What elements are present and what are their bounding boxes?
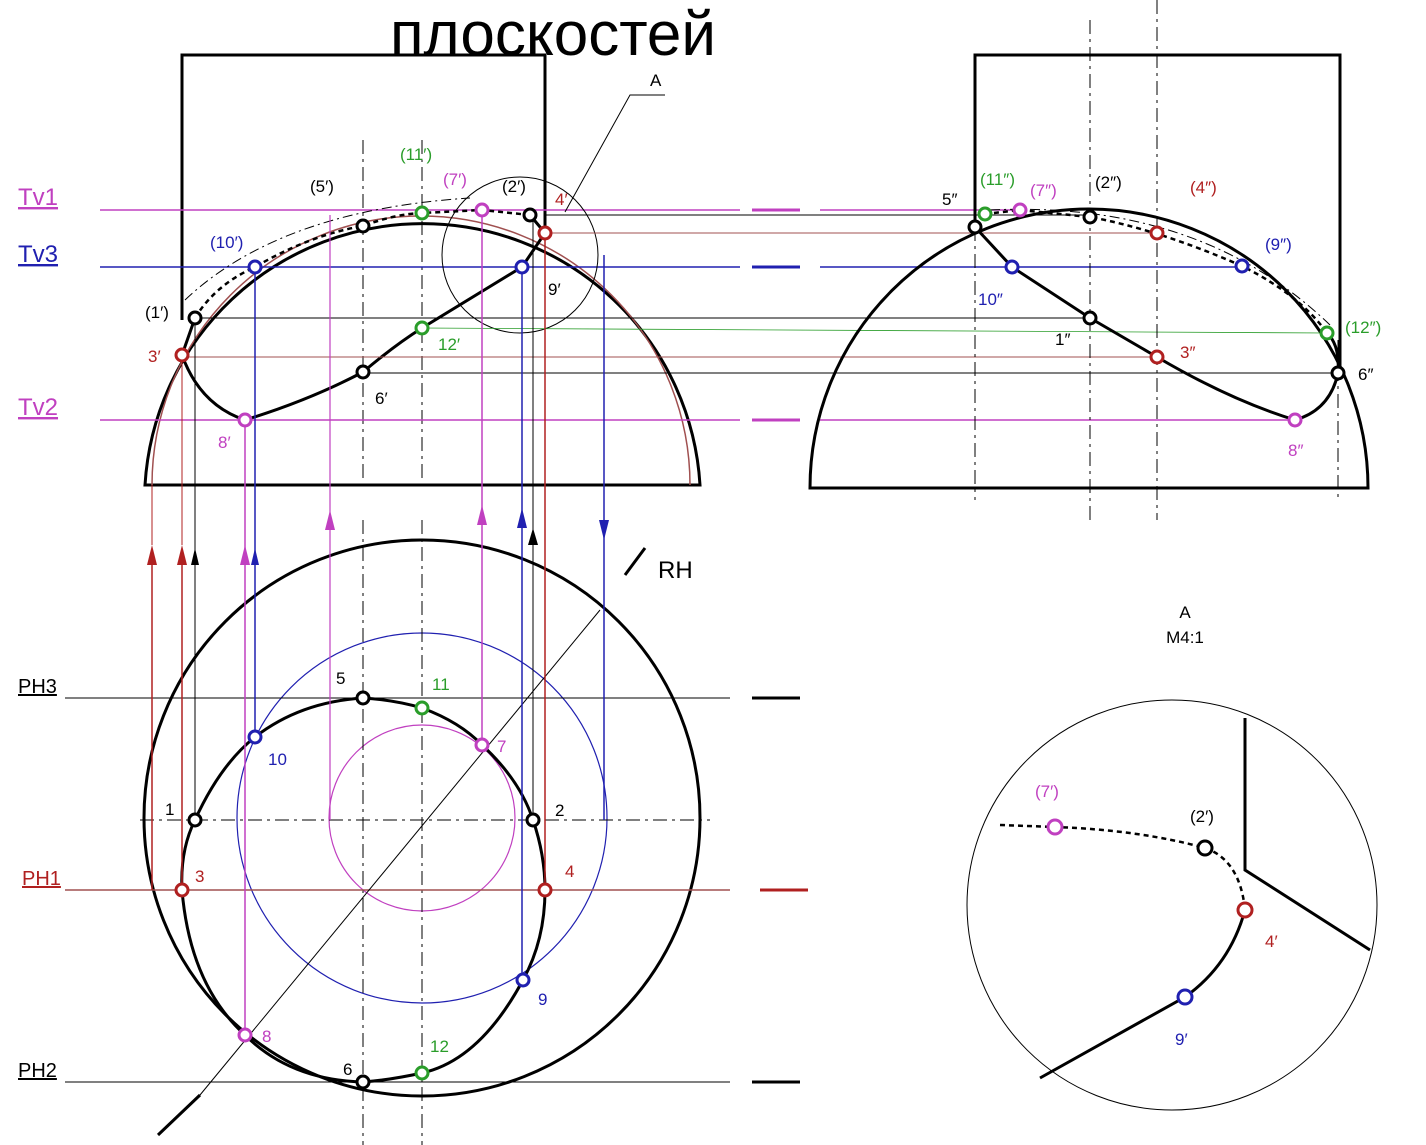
point-label: (7′): [1035, 782, 1059, 801]
point-label: 7: [497, 737, 506, 756]
point-label: 9: [538, 990, 547, 1009]
point-label: 4′: [555, 190, 568, 209]
front-view: [100, 53, 800, 487]
point-label: (2′): [1190, 807, 1214, 826]
point-label: 8: [262, 1027, 271, 1046]
point-label: 11: [432, 675, 450, 694]
title: плоскостей: [390, 0, 716, 69]
point-label: 10″: [978, 290, 1003, 309]
point-label: (10′): [210, 233, 243, 252]
point-label: (2′): [502, 177, 526, 196]
point-label: 12′: [438, 335, 460, 354]
point-label: (12″): [1345, 318, 1381, 337]
point-label: 5: [336, 669, 345, 688]
point-label: 10: [268, 750, 287, 769]
points: [174, 202, 1346, 1090]
point-label: 9′: [548, 280, 561, 299]
labels: плоскостей A Tv1 Tv3 Tv2 PH3 PH1 PH2 RH …: [18, 0, 1381, 1082]
plane-label: PH3: [18, 676, 57, 698]
point-label: (2″): [1095, 173, 1122, 192]
top-view: [65, 210, 808, 1145]
plane-label: PH1: [22, 868, 61, 890]
point-label: 9′: [1175, 1030, 1188, 1049]
point-label: 8″: [1288, 441, 1303, 460]
point-label: 3″: [1180, 343, 1195, 362]
detail-view: [966, 699, 1378, 1111]
side-view: [808, 0, 1370, 520]
point-label: 2: [555, 801, 564, 820]
plane-label: PH2: [18, 1060, 57, 1082]
point-label: 1: [165, 800, 174, 819]
point-label: (7″): [1030, 181, 1057, 200]
plane-label: RH: [658, 557, 693, 584]
point-label: 5″: [942, 190, 957, 209]
plane-label: Tv1: [18, 184, 58, 211]
point-label: 6: [343, 1060, 352, 1079]
point-label: (1′): [145, 303, 169, 322]
point-label: 3′: [148, 347, 161, 366]
point-label: 3: [195, 867, 204, 886]
point-label: (4″): [1190, 178, 1217, 197]
point-label: (7′): [443, 170, 467, 189]
point-label: (11′): [400, 145, 432, 164]
point-label: (9″): [1265, 235, 1292, 254]
detail-scale: M4:1: [1166, 628, 1204, 647]
point-label: 6″: [1358, 365, 1373, 384]
point-label: 6′: [375, 389, 388, 408]
point-label: (11″): [980, 170, 1015, 189]
point-label: 4′: [1265, 932, 1278, 951]
point-label: 12: [430, 1037, 449, 1056]
projection-lines: [182, 209, 1338, 421]
point-label: 8′: [218, 433, 231, 452]
point-label: 1″: [1055, 330, 1070, 349]
plane-label: Tv2: [18, 394, 58, 421]
point-label: (5′): [310, 177, 334, 196]
point-label: 4: [565, 862, 574, 881]
plane-label: Tv3: [18, 241, 58, 268]
section-label: A: [650, 71, 662, 90]
detail-title: A: [1179, 603, 1191, 622]
